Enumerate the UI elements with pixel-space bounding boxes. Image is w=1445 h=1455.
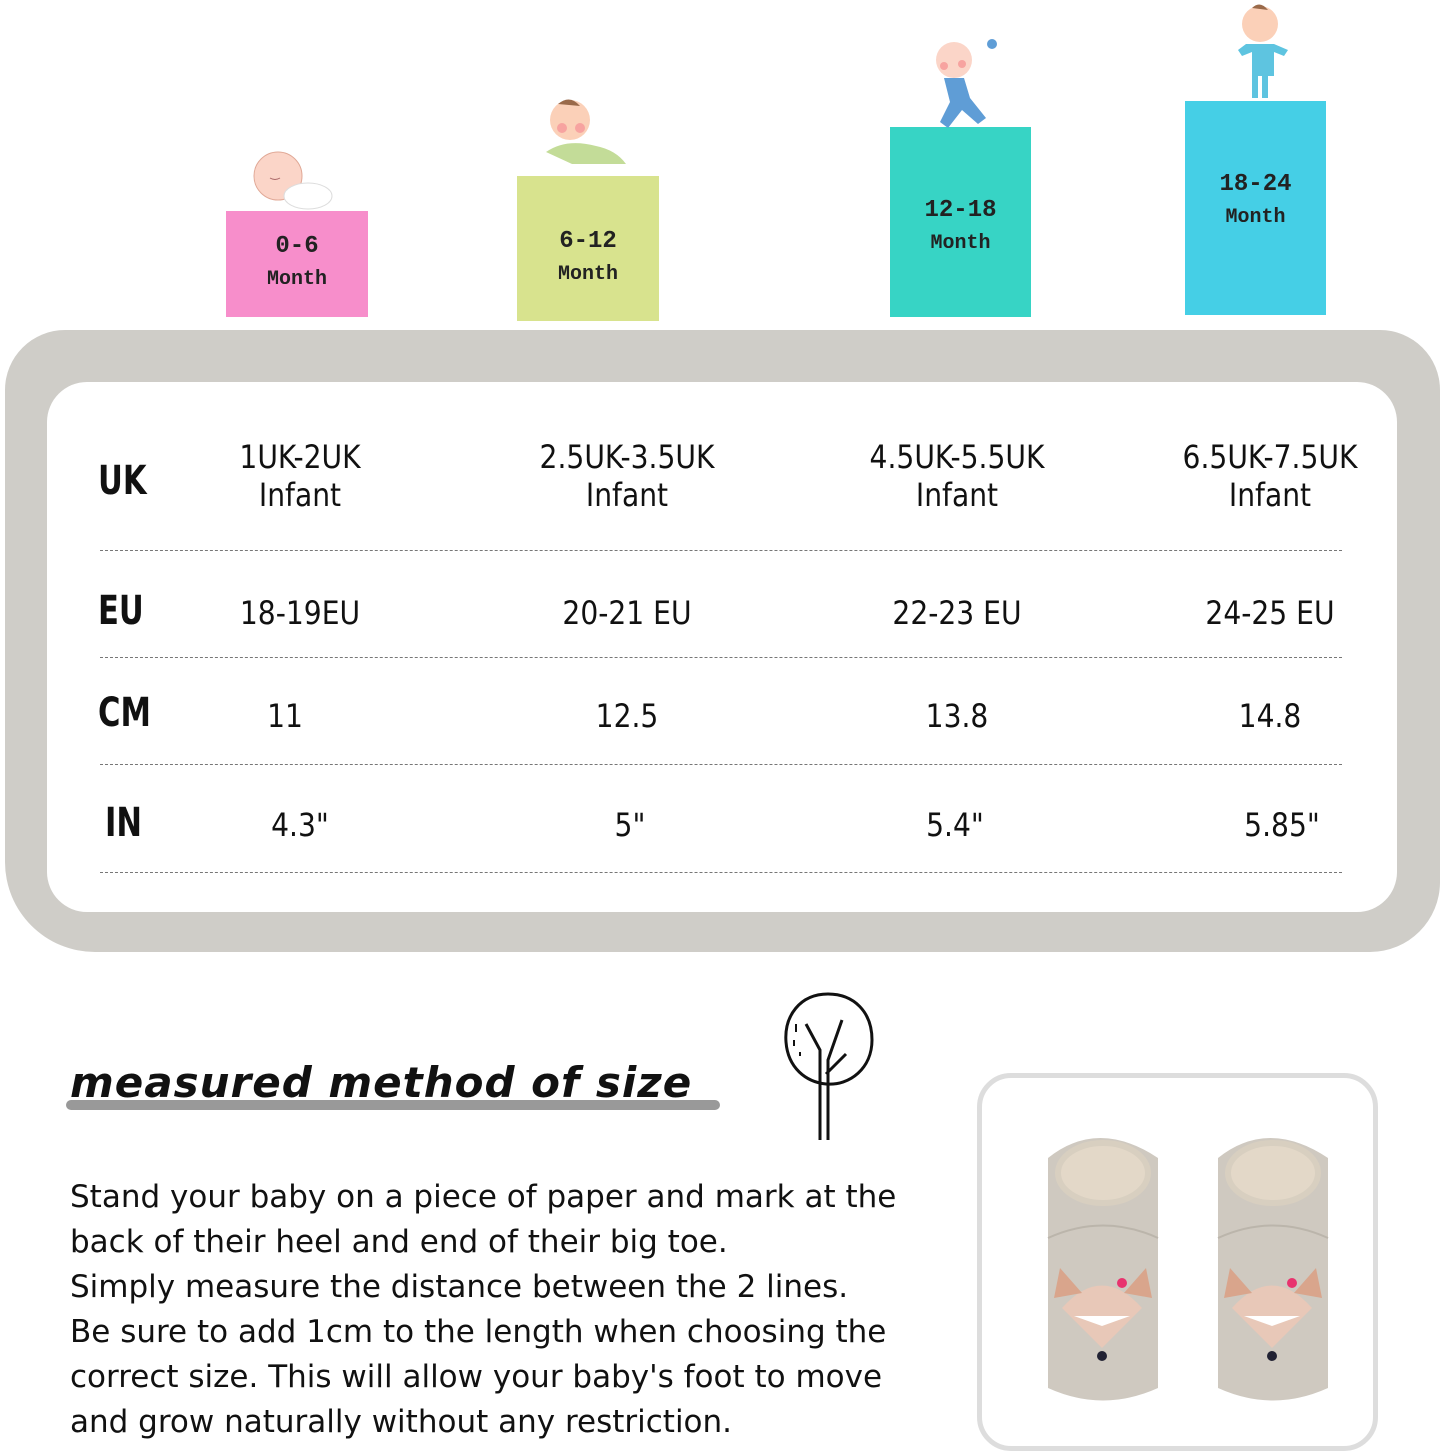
cm-cell: 13.8 bbox=[925, 697, 989, 735]
age-box-18-24: 18-24 Month bbox=[1185, 101, 1326, 315]
sleeping-baby-icon bbox=[253, 151, 333, 210]
baby-shoes-image bbox=[1047, 1138, 1329, 1401]
cell-size: 1UK-2UK bbox=[239, 438, 361, 476]
eu-cell: 22-23 EU bbox=[892, 594, 1022, 632]
in-cell: 5" bbox=[614, 806, 646, 844]
cell-size: 6.5UK-7.5UK bbox=[1182, 438, 1358, 476]
age-unit: Month bbox=[266, 268, 327, 291]
uk-cell: 4.5UK-5.5UK Infant bbox=[843, 438, 1072, 514]
title-underline bbox=[66, 1100, 720, 1110]
age-box-0-6: 0-6 Month bbox=[226, 211, 368, 317]
cell-sub: Infant bbox=[915, 476, 999, 514]
row-label-cm: CM bbox=[98, 690, 151, 736]
cm-cell: 11 bbox=[267, 697, 303, 735]
eu-cell: 24-25 EU bbox=[1205, 594, 1335, 632]
age-box-6-12: 6-12 Month bbox=[517, 176, 659, 321]
age-range: 0-6 bbox=[275, 233, 319, 260]
method-line: correct size. This will allow your baby'… bbox=[70, 1359, 883, 1395]
row-label-uk: UK bbox=[98, 458, 147, 504]
cell-size: 2.5UK-3.5UK bbox=[539, 438, 715, 476]
row-divider bbox=[100, 550, 1342, 551]
method-line: and grow naturally without any restricti… bbox=[70, 1404, 733, 1440]
running-baby-icon bbox=[936, 39, 997, 128]
row-label-eu: EU bbox=[98, 588, 144, 634]
age-unit: Month bbox=[930, 232, 991, 255]
cell-sub: Infant bbox=[585, 476, 669, 514]
age-box-12-18: 12-18 Month bbox=[890, 127, 1031, 317]
method-description: Stand your baby on a piece of paper and … bbox=[70, 1175, 950, 1445]
method-title: measured method of size bbox=[70, 1058, 693, 1107]
uk-cell: 6.5UK-7.5UK Infant bbox=[1156, 438, 1385, 514]
in-cell: 4.3" bbox=[271, 806, 329, 844]
eu-cell: 18-19EU bbox=[239, 594, 361, 632]
uk-cell: 1UK-2UK Infant bbox=[186, 438, 415, 514]
in-cell: 5.4" bbox=[926, 806, 984, 844]
tree-icon bbox=[784, 992, 874, 1140]
age-range: 18-24 bbox=[1219, 171, 1292, 198]
eu-cell: 20-21 EU bbox=[562, 594, 692, 632]
method-line: Stand your baby on a piece of paper and … bbox=[70, 1179, 897, 1215]
cell-sub: Infant bbox=[1228, 476, 1312, 514]
age-range: 12-18 bbox=[924, 197, 997, 224]
uk-cell: 2.5UK-3.5UK Infant bbox=[513, 438, 742, 514]
cm-cell: 12.5 bbox=[595, 697, 659, 735]
age-range: 6-12 bbox=[559, 228, 617, 255]
baby-shoes-photo bbox=[977, 1073, 1378, 1451]
method-line: back of their heel and end of their big … bbox=[70, 1224, 728, 1260]
standing-baby-icon bbox=[1238, 4, 1288, 98]
row-divider bbox=[100, 872, 1342, 873]
row-label-in: IN bbox=[105, 800, 142, 846]
method-line: Be sure to add 1cm to the length when ch… bbox=[70, 1314, 887, 1350]
in-cell: 5.85" bbox=[1244, 806, 1320, 844]
row-divider bbox=[100, 764, 1342, 765]
cell-size: 4.5UK-5.5UK bbox=[869, 438, 1045, 476]
cell-sub: Infant bbox=[258, 476, 342, 514]
size-table bbox=[47, 382, 1397, 912]
method-line: Simply measure the distance between the … bbox=[70, 1269, 849, 1305]
cm-cell: 14.8 bbox=[1238, 697, 1302, 735]
row-divider bbox=[100, 657, 1342, 658]
age-unit: Month bbox=[1225, 206, 1286, 229]
age-unit: Month bbox=[557, 263, 618, 286]
crawling-baby-icon bbox=[546, 99, 626, 164]
